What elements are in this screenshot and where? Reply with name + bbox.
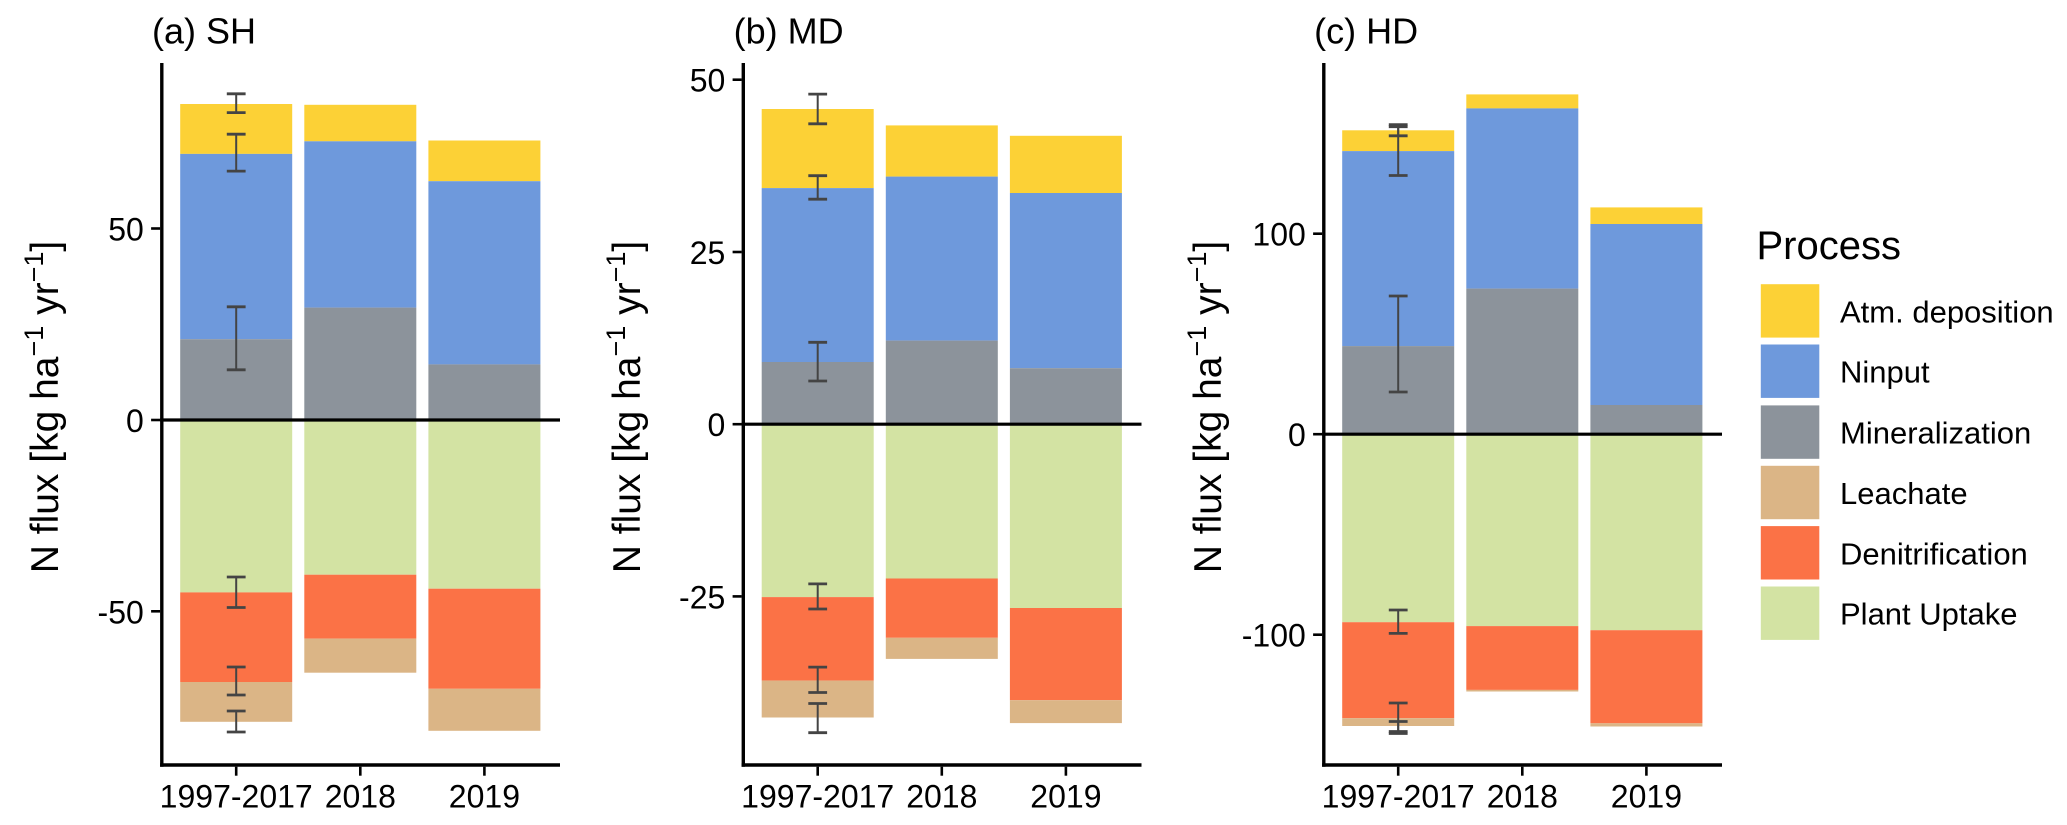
svg-text:N flux [kg ha−1 yr−1]: N flux [kg ha−1 yr−1] bbox=[601, 241, 649, 574]
svg-text:25: 25 bbox=[690, 235, 726, 271]
svg-text:2018: 2018 bbox=[1487, 779, 1558, 815]
svg-text:2018: 2018 bbox=[906, 779, 977, 815]
svg-text:-100: -100 bbox=[1242, 618, 1306, 654]
svg-text:0: 0 bbox=[1288, 417, 1306, 453]
svg-text:2018: 2018 bbox=[325, 779, 396, 815]
svg-text:N flux [kg ha−1 yr−1]: N flux [kg ha−1 yr−1] bbox=[1182, 241, 1230, 574]
svg-text:2019: 2019 bbox=[1611, 779, 1682, 815]
svg-text:100: 100 bbox=[1252, 217, 1305, 253]
svg-text:Plant Uptake: Plant Uptake bbox=[1840, 597, 2018, 632]
svg-text:(b) MD: (b) MD bbox=[734, 11, 844, 52]
svg-text:Atm. deposition: Atm. deposition bbox=[1840, 294, 2054, 329]
svg-text:-25: -25 bbox=[679, 579, 725, 615]
svg-text:-50: -50 bbox=[98, 594, 144, 630]
svg-text:0: 0 bbox=[126, 403, 144, 439]
svg-text:(c) HD: (c) HD bbox=[1314, 11, 1418, 52]
svg-text:2019: 2019 bbox=[1030, 779, 1101, 815]
svg-text:Ninput: Ninput bbox=[1840, 355, 1930, 390]
svg-text:Denitrification: Denitrification bbox=[1840, 536, 2028, 571]
svg-text:Process: Process bbox=[1757, 224, 1902, 268]
svg-text:N flux [kg ha−1 yr−1]: N flux [kg ha−1 yr−1] bbox=[19, 241, 67, 574]
svg-text:1997-2017: 1997-2017 bbox=[160, 779, 313, 815]
svg-text:0: 0 bbox=[708, 407, 726, 443]
svg-text:Mineralization: Mineralization bbox=[1840, 416, 2031, 451]
svg-text:(a) SH: (a) SH bbox=[152, 11, 256, 52]
svg-text:1997-2017: 1997-2017 bbox=[1322, 779, 1475, 815]
svg-text:2019: 2019 bbox=[449, 779, 520, 815]
svg-text:Leachate: Leachate bbox=[1840, 476, 1968, 511]
svg-text:1997-2017: 1997-2017 bbox=[741, 779, 894, 815]
svg-text:50: 50 bbox=[690, 63, 726, 99]
svg-text:50: 50 bbox=[108, 212, 144, 248]
